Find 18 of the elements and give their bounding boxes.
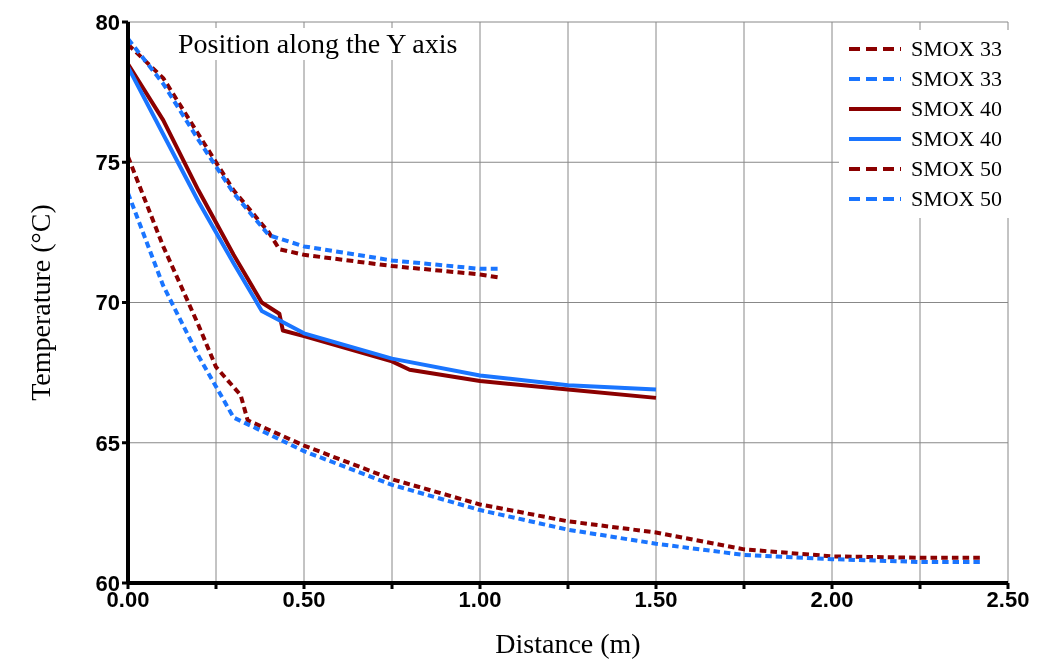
y-tick-label: 80 xyxy=(95,9,120,35)
x-tick-label: 2.50 xyxy=(986,586,1030,612)
x-tick-label: 1.50 xyxy=(634,586,678,612)
x-tick-label: 2.00 xyxy=(810,586,854,612)
legend-label: SMOX 33 xyxy=(910,66,1002,92)
legend-label: SMOX 40 xyxy=(910,126,1002,152)
legend-label: SMOX 33 xyxy=(910,36,1002,62)
x-axis-title: Distance (m) xyxy=(495,628,641,659)
x-tick-label: 1.00 xyxy=(458,586,502,612)
y-tick-label: 65 xyxy=(95,430,120,456)
legend-label: SMOX 50 xyxy=(910,186,1002,212)
y-tick-label: 70 xyxy=(95,290,120,316)
legend-label: SMOX 50 xyxy=(910,156,1002,182)
y-axis-title: Temperature (°C) xyxy=(24,204,56,401)
y-tick-label: 75 xyxy=(95,150,120,176)
legend-label: SMOX 40 xyxy=(910,96,1002,122)
x-tick-label: 0.50 xyxy=(282,586,326,612)
chart-title: Position along the Y axis xyxy=(178,28,458,60)
